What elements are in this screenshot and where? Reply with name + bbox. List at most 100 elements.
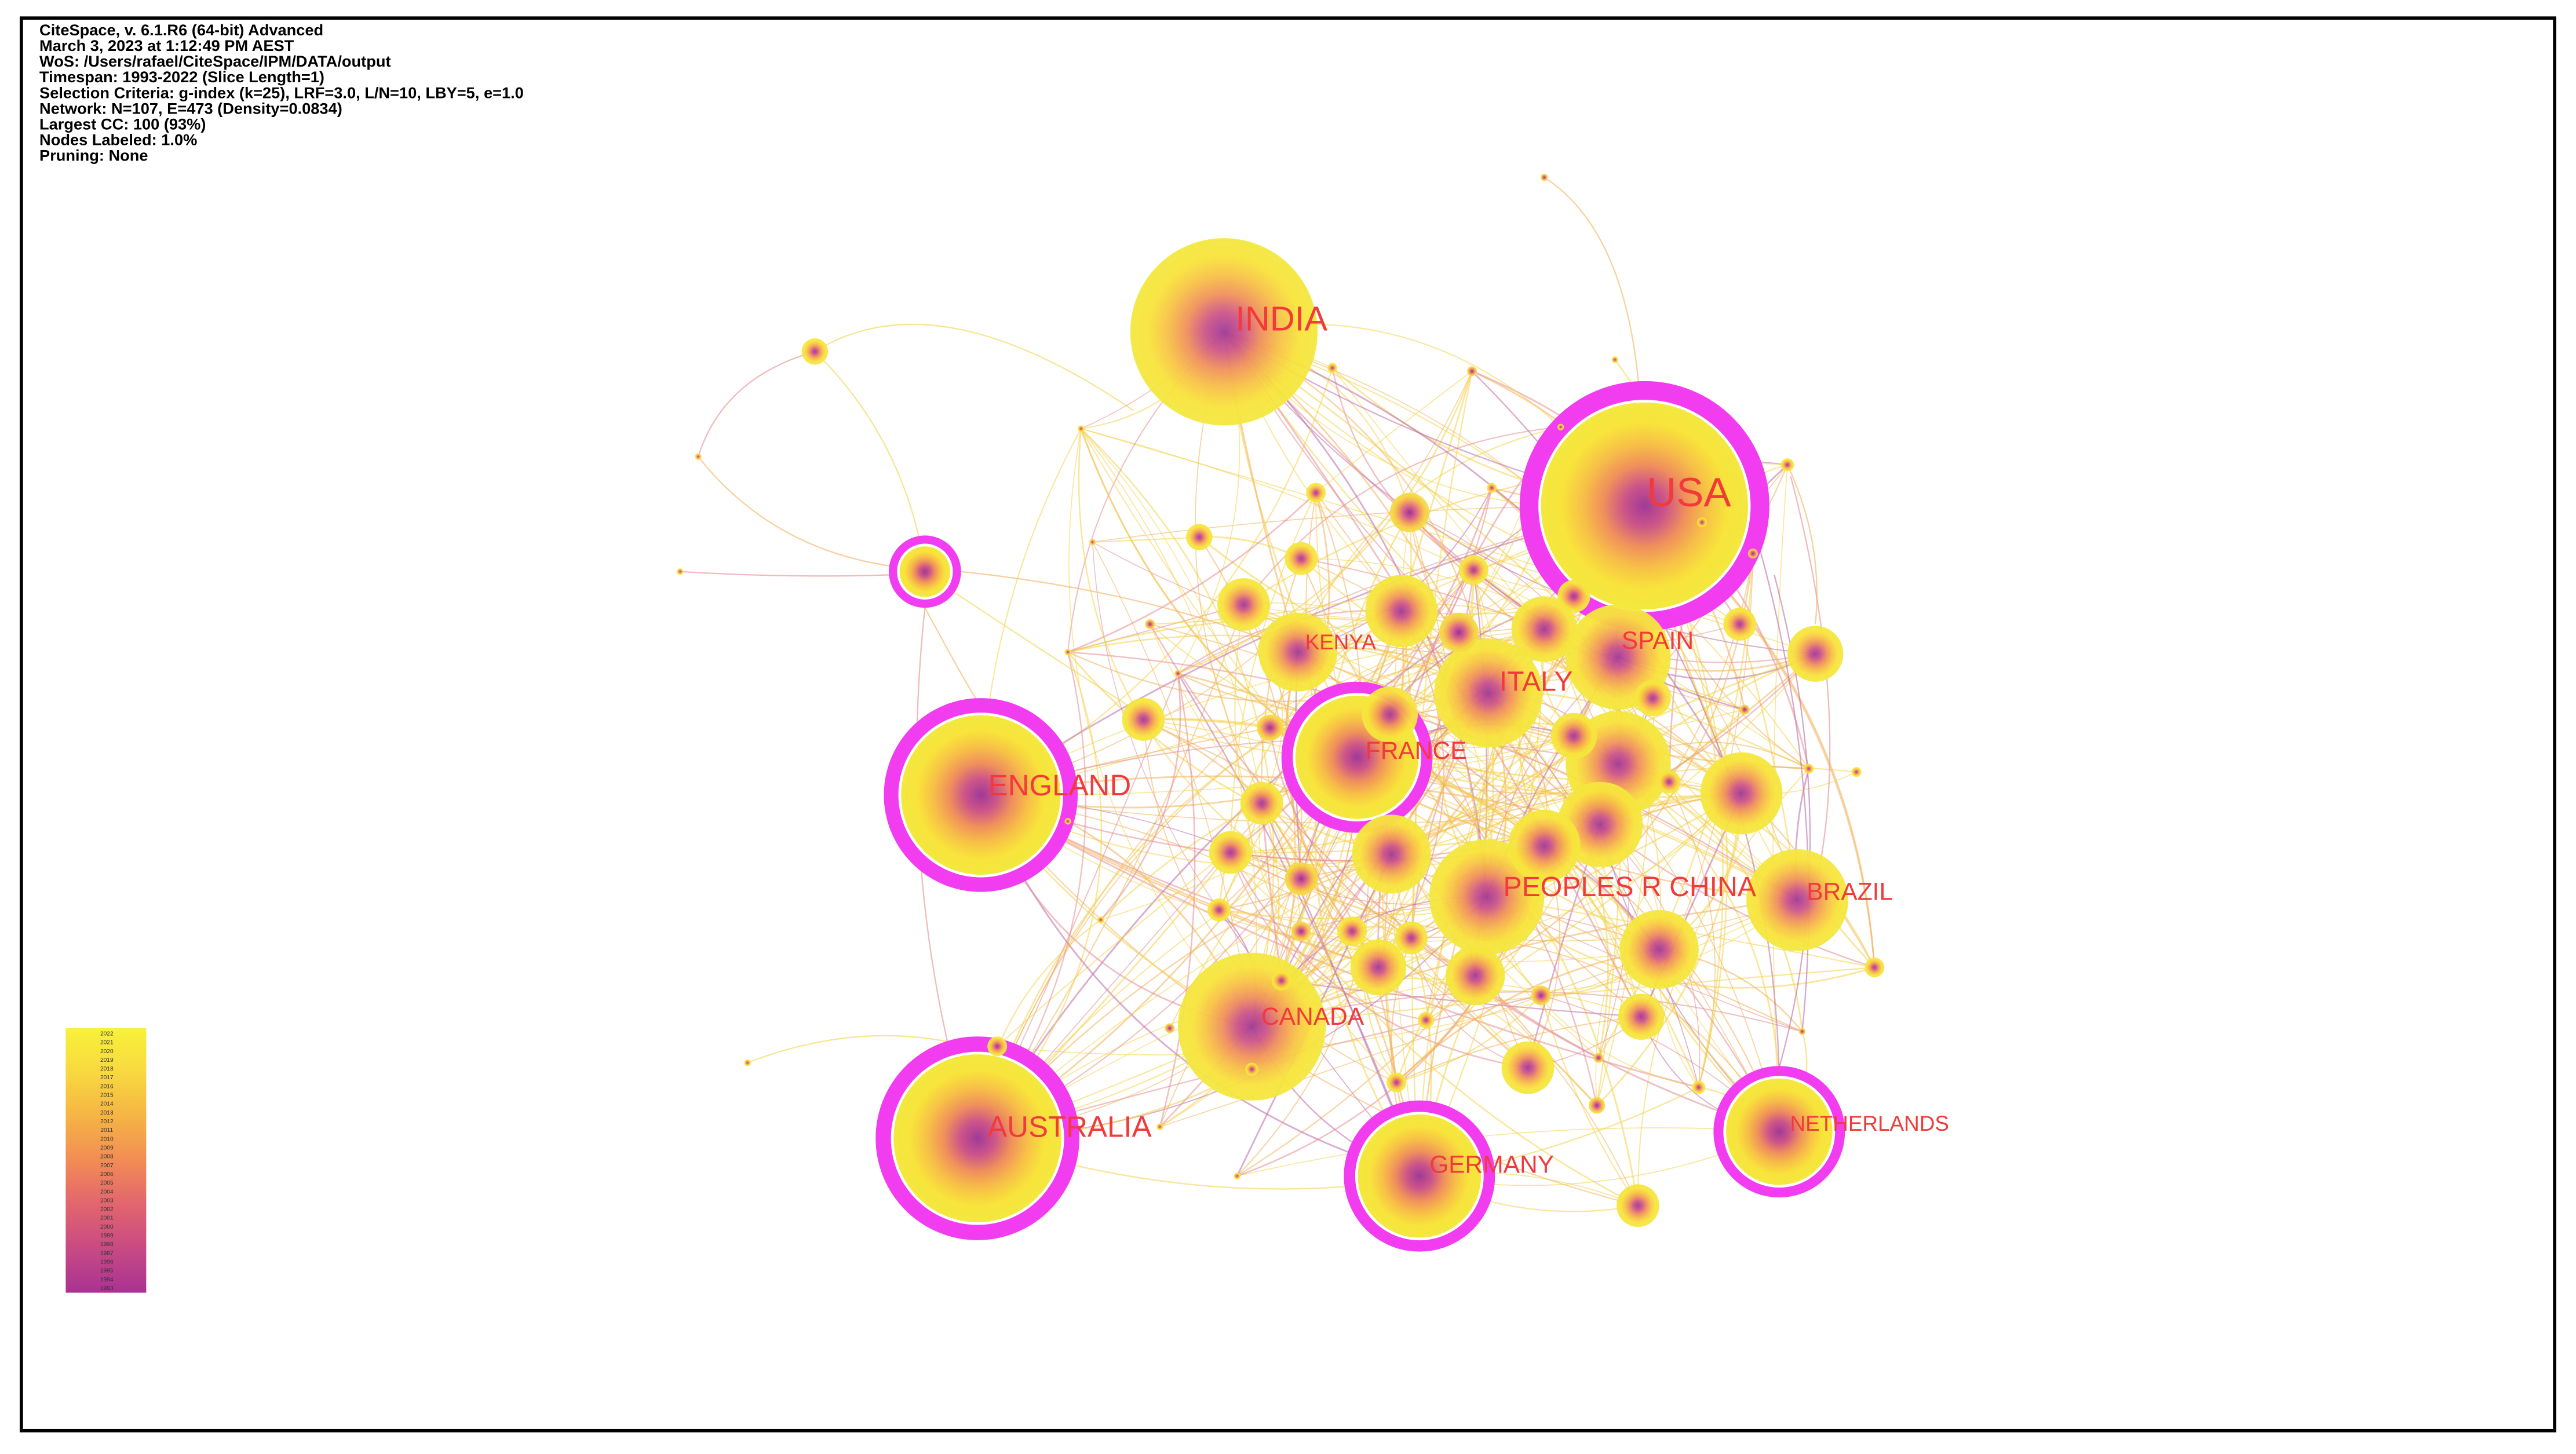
network-edge <box>1300 930 1639 1207</box>
node-core <box>1458 555 1488 585</box>
node-label-france: FRANCE <box>1366 737 1467 765</box>
network-edge <box>1100 673 1181 920</box>
node-label-germany: GERMANY <box>1429 1150 1554 1178</box>
network-edge <box>961 571 1298 653</box>
node-core <box>1697 517 1707 528</box>
node-core <box>1389 492 1429 532</box>
node-core <box>1541 402 1748 609</box>
country-node <box>744 1059 751 1066</box>
country-node-canada <box>1178 952 1326 1101</box>
node-label-spain: SPAIN <box>1622 627 1694 655</box>
node-label-australia: AUSTRALIA <box>987 1110 1152 1144</box>
country-node <box>1156 1123 1163 1130</box>
country-node <box>1240 781 1283 825</box>
country-node <box>1209 831 1252 874</box>
network-edge <box>680 571 889 577</box>
node-core <box>1174 670 1181 677</box>
legend-year-label: 2003 <box>100 1197 114 1204</box>
node-core <box>1619 909 1699 989</box>
country-node <box>1386 1072 1407 1093</box>
country-node <box>1697 517 1707 528</box>
country-node <box>1787 626 1844 682</box>
network-edge <box>1195 331 1353 932</box>
node-core <box>1739 704 1750 715</box>
node-core <box>1511 596 1578 662</box>
country-node <box>1327 363 1338 373</box>
network-edge <box>1757 542 1809 1032</box>
network-edge <box>1243 604 1283 803</box>
node-core <box>1550 713 1597 759</box>
network-edge <box>1540 995 1639 1206</box>
network-edge <box>697 350 815 457</box>
country-node <box>1064 649 1071 656</box>
node-core <box>1285 862 1318 896</box>
network-edge <box>1331 367 1475 571</box>
country-node <box>1851 767 1862 777</box>
timeline-legend: 2022 2021 2020 2019 2018 2017 2016 2015 2014 2013… <box>65 1028 147 1293</box>
legend-year-label: 2000 <box>100 1224 114 1230</box>
country-node <box>1458 555 1488 585</box>
country-node <box>1217 578 1270 631</box>
network-edge <box>1143 718 1398 1083</box>
network-edge <box>1315 371 1473 494</box>
node-core <box>1064 818 1071 825</box>
legend-year-labels: 2022 2021 2020 2019 2018 2017 2016 2015 2014 2013… <box>100 1031 114 1292</box>
network-edge <box>1068 428 1253 1027</box>
country-node <box>1350 939 1407 996</box>
country-node-netherlands <box>1713 1066 1845 1198</box>
node-core <box>1531 985 1551 1006</box>
country-node <box>1798 1028 1806 1035</box>
country-node <box>1285 542 1318 575</box>
country-node <box>1634 679 1671 717</box>
node-core <box>1306 483 1326 503</box>
country-node <box>1285 862 1318 896</box>
country-node <box>1234 1172 1240 1179</box>
node-label-england: ENGLAND <box>988 769 1132 802</box>
legend-year-label: 2002 <box>100 1207 114 1213</box>
node-label-netherlands: NETHERLANDS <box>1790 1112 1949 1135</box>
network-edge <box>698 456 896 568</box>
network-edge <box>1243 426 1561 605</box>
network-edge <box>977 1087 1699 1190</box>
network-edge <box>1080 428 1545 847</box>
legend-year-label: 2013 <box>100 1110 114 1116</box>
header-line-nodes-labeled: Nodes Labeled: 1.0% <box>39 131 197 149</box>
network-edge <box>977 735 1574 1139</box>
country-node <box>1617 1184 1659 1228</box>
node-core <box>1337 916 1367 947</box>
legend-year-label: 2022 <box>100 1031 114 1037</box>
network-edge <box>1315 512 1421 1177</box>
legend-year-label: 2021 <box>100 1040 114 1046</box>
country-node <box>1291 921 1311 941</box>
node-core <box>1593 1053 1604 1063</box>
node-core <box>1245 1062 1258 1076</box>
network-edge <box>1251 653 1816 1028</box>
node-core <box>1723 608 1757 641</box>
country-node <box>1362 686 1418 743</box>
node-core <box>1257 714 1283 741</box>
legend-year-label: 1999 <box>100 1233 114 1239</box>
country-node <box>1723 608 1757 641</box>
legend-year-label: 2020 <box>100 1049 114 1055</box>
header-line-version: CiteSpace, v. 6.1.R6 (64-bit) Advanced <box>39 21 323 39</box>
country-node <box>1618 993 1665 1040</box>
node-core <box>1746 849 1848 951</box>
country-node <box>1207 898 1231 922</box>
legend-year-label: 2004 <box>100 1189 114 1195</box>
network-edge <box>814 350 921 542</box>
node-core <box>1097 916 1104 923</box>
network-edge <box>977 656 1619 1139</box>
network-edge <box>952 590 1151 720</box>
legend-year-label: 2011 <box>100 1127 113 1134</box>
node-core <box>1178 952 1326 1101</box>
country-node-italy <box>1434 639 1543 748</box>
network-edge <box>1668 553 1754 783</box>
network-edge <box>1234 604 1397 1083</box>
node-core <box>899 546 951 597</box>
node-core <box>1258 612 1338 692</box>
country-node <box>801 338 829 365</box>
network-edge <box>1223 331 1816 655</box>
network-edge <box>1236 1127 1779 1177</box>
node-label-brazil: BRAZIL <box>1807 878 1893 906</box>
legend-year-label: 2019 <box>100 1057 114 1064</box>
